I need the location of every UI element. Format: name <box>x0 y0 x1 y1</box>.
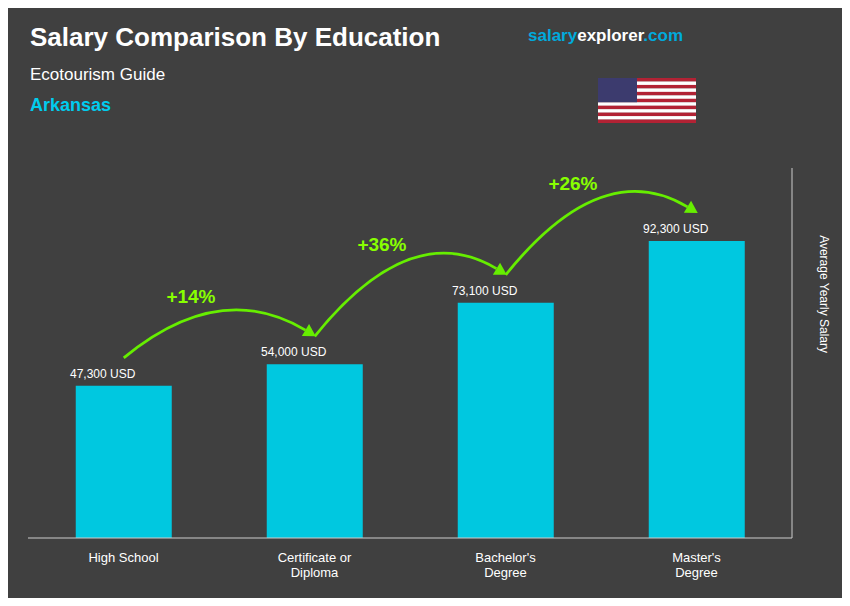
svg-text:92,300 USD: 92,300 USD <box>643 222 709 236</box>
html-text:Salary Comparison By Education: Salary Comparison By Education <box>30 22 441 52</box>
svg-text:Master'sDegree: Master'sDegree <box>672 550 721 580</box>
svg-text:High School: High School <box>88 550 158 565</box>
svg-text:Average Yearly Salary: Average Yearly Salary <box>817 235 831 353</box>
html-text:Ecotourism Guide: Ecotourism Guide <box>30 65 166 84</box>
svg-text:Bachelor'sDegree: Bachelor'sDegree <box>475 550 536 580</box>
html-text:Arkansas: Arkansas <box>30 95 112 115</box>
svg-text:+14%: +14% <box>166 286 215 307</box>
svg-text:Certificate orDiploma: Certificate orDiploma <box>278 550 352 580</box>
html-text:salary explorer.com: salary explorer.com <box>528 26 683 45</box>
svg-text:47,300 USD: 47,300 USD <box>70 367 136 381</box>
svg-text:54,000 USD: 54,000 USD <box>261 345 327 359</box>
svg-text:+36%: +36% <box>357 234 406 255</box>
svg-text:73,100 USD: 73,100 USD <box>452 284 518 298</box>
svg-text:+26%: +26% <box>548 173 597 194</box>
